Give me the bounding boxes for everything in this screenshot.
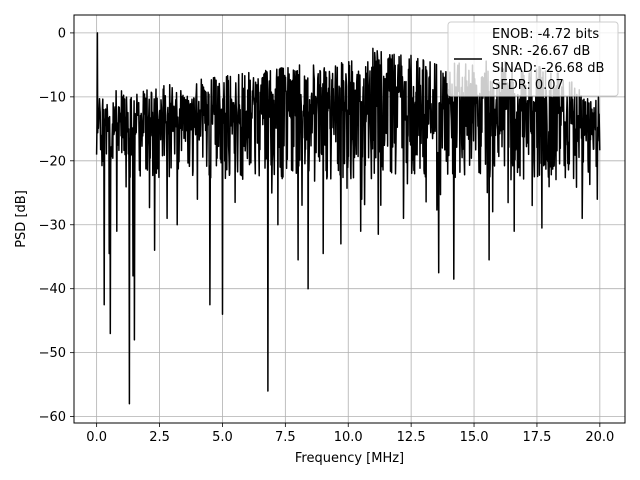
x-axis-label: Frequency [MHz] — [295, 451, 404, 466]
x-tick-label: 2.5 — [149, 430, 170, 445]
plot-frame — [73, 14, 626, 424]
y-axis-label: PSD [dB] — [14, 190, 29, 248]
legend-line-sinad: SINAD: -26.68 dB — [492, 61, 604, 76]
x-tick-label: 17.5 — [522, 430, 551, 445]
x-tick-label: 20.0 — [585, 430, 614, 445]
series-layer — [95, 32, 601, 405]
psd-trace-line — [95, 32, 601, 405]
axis-ticks: 0.0 2.5 5.0 7.5 10.0 12.5 15.0 17.5 20.0 0 −10 −20 −… — [39, 26, 615, 445]
x-tick-label: 12.5 — [397, 430, 426, 445]
y-tick-label: −40 — [39, 282, 66, 297]
legend-box — [447, 21, 619, 97]
x-tick-label: 5.0 — [212, 430, 233, 445]
y-tick-label: −10 — [39, 90, 66, 105]
y-tick-label: −20 — [39, 154, 66, 169]
legend-line-enob: ENOB: -4.72 bits — [492, 27, 599, 42]
legend: ENOB: -4.72 bits SNR: -26.67 dB SINAD: -… — [447, 21, 619, 97]
legend-line-snr: SNR: -26.67 dB — [492, 44, 590, 59]
x-tick-label: 7.5 — [275, 430, 296, 445]
x-tick-label: 0.0 — [86, 430, 107, 445]
x-tick-label: 15.0 — [460, 430, 489, 445]
y-tick-label: 0 — [58, 26, 66, 41]
legend-line-sfdr: SFDR: 0.07 — [492, 78, 564, 93]
y-tick-label: −30 — [39, 218, 66, 233]
x-tick-label: 10.0 — [334, 430, 363, 445]
y-tick-label: −60 — [39, 410, 66, 425]
y-tick-label: −50 — [39, 346, 66, 361]
